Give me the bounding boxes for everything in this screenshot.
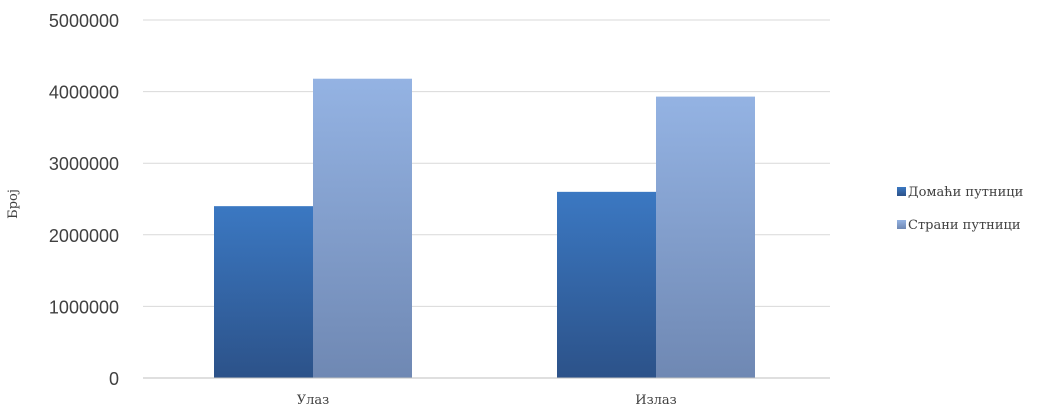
- y-tick-label: 5000000: [49, 11, 119, 31]
- y-axis-ticks: 0 1000000 2000000 3000000 4000000 5000000: [49, 11, 119, 389]
- y-tick-label: 2000000: [49, 226, 119, 246]
- legend-label: Домаћи путници: [908, 185, 1023, 200]
- y-tick-label: 4000000: [49, 83, 119, 103]
- bar-foreign-0: [313, 78, 412, 378]
- bar-domestic-1: [557, 191, 656, 378]
- legend-swatch: [897, 187, 906, 196]
- x-axis-categories: Улаз Излаз: [297, 393, 677, 408]
- legend: Домаћи путници Страни путници: [897, 185, 1023, 233]
- legend-label: Страни путници: [908, 218, 1021, 233]
- x-category-label: Улаз: [297, 393, 330, 408]
- bar-foreign-1: [656, 96, 755, 378]
- y-tick-label: 0: [109, 369, 119, 389]
- legend-swatch: [897, 220, 906, 229]
- bars: [214, 78, 755, 378]
- y-axis-title: Број: [6, 189, 21, 219]
- x-category-label: Излаз: [635, 393, 677, 408]
- y-tick-label: 1000000: [49, 297, 119, 317]
- bar-domestic-0: [214, 206, 313, 378]
- y-tick-label: 3000000: [49, 154, 119, 174]
